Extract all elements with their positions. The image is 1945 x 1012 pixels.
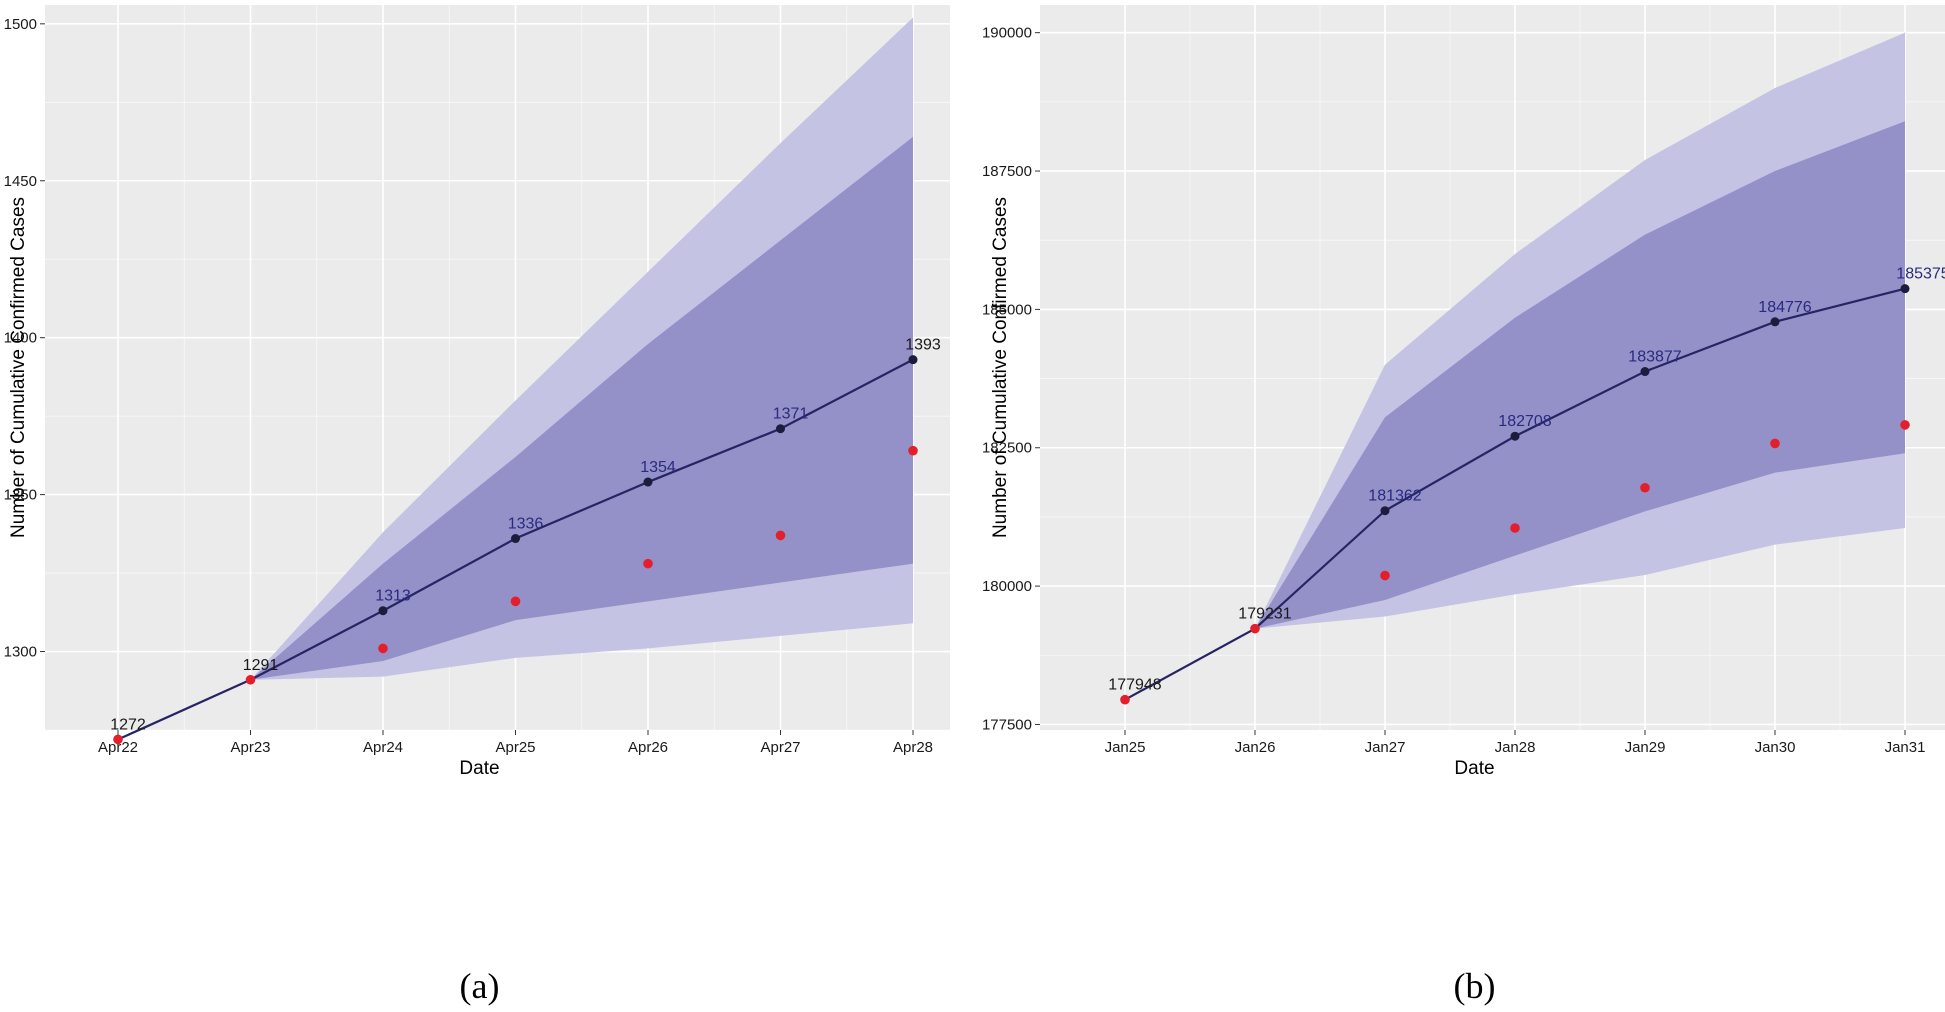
series-layer: 177948 179231 181362 182708 183877 184776 1853… bbox=[1108, 266, 1945, 705]
data-label: 1371 bbox=[773, 406, 809, 423]
x-axis-title: Date bbox=[459, 758, 499, 779]
actual-point bbox=[510, 596, 521, 607]
actual-point bbox=[908, 445, 918, 456]
x-tick-label: Jan25 bbox=[1105, 739, 1146, 756]
x-tick-label: Jan29 bbox=[1625, 739, 1666, 756]
y-tick-label: 190000 bbox=[982, 25, 1032, 42]
forecast-point bbox=[511, 534, 520, 544]
forecast-point bbox=[643, 477, 653, 487]
forecast-point bbox=[908, 355, 918, 365]
x-tick-label: Apr23 bbox=[230, 739, 270, 756]
data-label: 177948 bbox=[1108, 677, 1161, 694]
x-axis-ticks: Apr22 Apr23 Apr24 Apr25 Apr26 Apr27 Apr28 bbox=[98, 730, 933, 756]
forecast-point bbox=[1770, 317, 1780, 327]
series-layer: 1272 1291 1313 1336 1354 1371 1393 bbox=[110, 337, 941, 745]
x-tick-label: Apr24 bbox=[363, 739, 403, 756]
actual-point bbox=[1120, 694, 1130, 705]
actual-point bbox=[1250, 623, 1260, 634]
inner-prediction-band bbox=[250, 136, 913, 680]
data-label: 182708 bbox=[1498, 413, 1551, 430]
data-label: 1291 bbox=[243, 657, 279, 674]
data-label: 1336 bbox=[508, 516, 544, 533]
panel-caption: (b) bbox=[1454, 966, 1496, 1006]
forecast-point bbox=[776, 424, 785, 434]
x-tick-label: Jan26 bbox=[1235, 739, 1276, 756]
chart-panel-b: 177948 179231 181362 182708 183877 184776 1853… bbox=[982, 5, 1945, 1006]
x-tick-label: Apr22 bbox=[98, 739, 138, 756]
forecast-point bbox=[1510, 431, 1520, 441]
actual-point bbox=[775, 530, 786, 541]
actual-point bbox=[113, 734, 123, 745]
x-tick-label: Jan27 bbox=[1365, 739, 1406, 756]
data-label: 185375 bbox=[1896, 266, 1945, 283]
y-tick-label: 1450 bbox=[4, 173, 37, 190]
actual-point bbox=[245, 674, 256, 685]
y-tick-label: 1300 bbox=[4, 644, 37, 661]
actual-point bbox=[1640, 482, 1650, 493]
x-axis-title: Date bbox=[1454, 758, 1494, 779]
data-label: 1354 bbox=[640, 459, 676, 476]
actual-point bbox=[1380, 570, 1390, 581]
panel-caption: (a) bbox=[460, 966, 500, 1006]
forecast-point bbox=[1900, 284, 1910, 294]
forecast-point bbox=[378, 606, 388, 616]
data-label: 181362 bbox=[1368, 488, 1421, 505]
y-axis-title: Number of Cumulative Confirmed Cases bbox=[8, 197, 29, 538]
data-label: 183877 bbox=[1628, 349, 1681, 366]
x-tick-label: Apr27 bbox=[760, 739, 800, 756]
x-tick-label: Jan28 bbox=[1495, 739, 1536, 756]
y-axis-ticks: 1300 1350 1400 1450 1500 bbox=[4, 16, 45, 661]
y-tick-label: 1500 bbox=[4, 16, 37, 33]
data-label: 1393 bbox=[905, 337, 941, 354]
prediction-bands bbox=[250, 17, 913, 680]
y-axis-title: Number of Cumulative Confirmed Cases bbox=[990, 197, 1011, 538]
x-axis-ticks: Jan25 Jan26 Jan27 Jan28 Jan29 Jan30 Jan31 bbox=[1105, 730, 1926, 756]
actual-point bbox=[643, 558, 653, 569]
prediction-bands bbox=[1255, 32, 1905, 629]
actual-point bbox=[1770, 438, 1780, 449]
x-tick-label: Apr28 bbox=[893, 739, 933, 756]
forecast-point bbox=[1380, 506, 1390, 516]
forecast-point bbox=[1640, 367, 1650, 377]
data-label: 1272 bbox=[110, 716, 146, 733]
actual-point bbox=[378, 643, 388, 654]
y-tick-label: 1400 bbox=[4, 330, 37, 347]
actual-point bbox=[1510, 523, 1520, 533]
chart-panel-a: 1272 1291 1313 1336 1354 1371 1393 1300 1350 140… bbox=[4, 5, 950, 1006]
data-label: 1313 bbox=[375, 588, 411, 605]
x-tick-label: Jan31 bbox=[1885, 739, 1926, 756]
x-tick-label: Apr26 bbox=[628, 739, 668, 756]
y-tick-label: 1350 bbox=[4, 487, 37, 504]
actual-point bbox=[1900, 420, 1910, 430]
y-tick-label: 182500 bbox=[982, 440, 1032, 457]
data-label: 184776 bbox=[1758, 299, 1811, 316]
y-tick-label: 180000 bbox=[982, 578, 1032, 595]
y-axis-ticks: 177500 180000 182500 185000 187500 190000 bbox=[982, 25, 1040, 733]
inner-prediction-band bbox=[1255, 121, 1905, 629]
y-tick-label: 187500 bbox=[982, 163, 1032, 180]
y-tick-label: 185000 bbox=[982, 301, 1032, 318]
x-tick-label: Apr25 bbox=[495, 739, 535, 756]
x-tick-label: Jan30 bbox=[1755, 739, 1796, 756]
data-label: 179231 bbox=[1238, 606, 1291, 623]
y-tick-label: 177500 bbox=[982, 716, 1032, 733]
